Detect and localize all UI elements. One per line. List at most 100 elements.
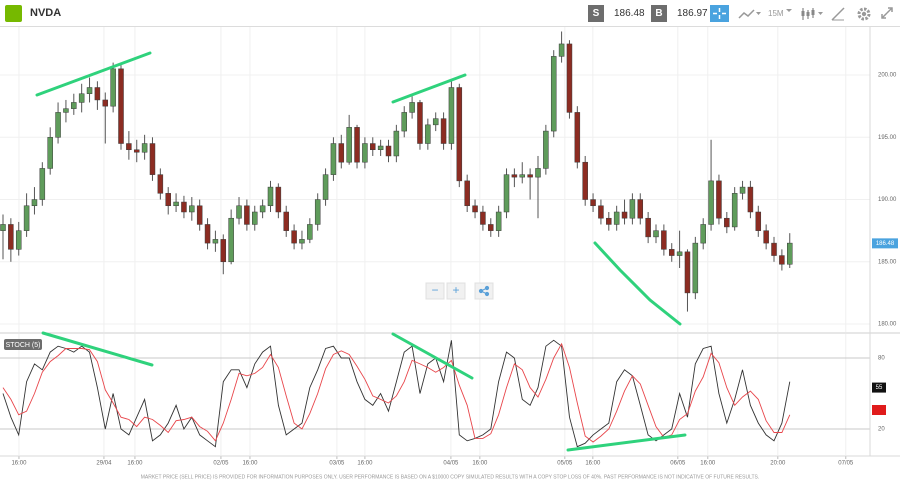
candle-body bbox=[417, 102, 423, 144]
candle-body bbox=[731, 193, 738, 228]
y-tick-label: 80 bbox=[878, 356, 885, 362]
trend-line bbox=[391, 332, 474, 380]
candle-body bbox=[354, 127, 360, 163]
x-tick-label: 16:00 bbox=[242, 461, 258, 467]
candle-body bbox=[676, 251, 683, 256]
trend-lines bbox=[35, 51, 687, 452]
x-tick-label: 16:00 bbox=[700, 461, 716, 467]
candle-body bbox=[346, 127, 352, 163]
y-tick-label: 200.00 bbox=[878, 73, 897, 79]
candle-body bbox=[527, 174, 533, 178]
candle-body bbox=[543, 130, 549, 169]
x-tick-label: 04/05 bbox=[443, 461, 459, 467]
buy-button[interactable]: B bbox=[651, 5, 667, 22]
candle-body bbox=[708, 180, 714, 225]
share-icon bbox=[478, 285, 490, 297]
candle-body bbox=[165, 193, 171, 207]
candle-body bbox=[307, 224, 313, 240]
candle-body bbox=[244, 205, 250, 225]
indicators-button[interactable] bbox=[800, 6, 824, 22]
candle-body bbox=[692, 242, 699, 294]
candle-body bbox=[661, 230, 667, 250]
candle-body bbox=[204, 224, 211, 244]
share-button[interactable] bbox=[474, 282, 494, 300]
candle-body bbox=[189, 205, 195, 213]
candle-body bbox=[110, 68, 116, 107]
sell-price: 186.48 bbox=[614, 8, 645, 19]
candle-body bbox=[472, 205, 478, 213]
candle-body bbox=[385, 145, 392, 157]
candle-body bbox=[779, 255, 785, 265]
trend-line bbox=[35, 51, 152, 97]
candle-body bbox=[668, 249, 675, 256]
candle-body bbox=[684, 251, 691, 294]
candle-body bbox=[338, 143, 345, 163]
buy-price: 186.97 bbox=[677, 8, 708, 19]
last-price-label: 186.48 bbox=[876, 241, 895, 247]
candle-body bbox=[275, 186, 282, 213]
candle-body bbox=[535, 168, 541, 178]
stoch-line bbox=[2, 342, 791, 443]
x-tick-label: 16:00 bbox=[127, 461, 143, 467]
candle-body bbox=[55, 112, 61, 138]
candle-body bbox=[503, 174, 510, 213]
indicator-label-box[interactable] bbox=[4, 339, 42, 350]
x-tick-label: 29/04 bbox=[96, 461, 112, 467]
candle-body bbox=[23, 205, 30, 231]
candle-body bbox=[747, 186, 754, 213]
candle-body bbox=[8, 224, 14, 250]
draw-button[interactable] bbox=[830, 6, 846, 22]
toolbar: NVDA S 186.48 B 186.97 15M bbox=[0, 0, 900, 27]
x-tick-label: 16:00 bbox=[357, 461, 373, 467]
y-tick-label: 195.00 bbox=[878, 135, 897, 141]
candle-body bbox=[94, 87, 101, 101]
trend-line bbox=[566, 433, 687, 452]
candle-body bbox=[724, 217, 730, 228]
candle-body bbox=[464, 180, 470, 207]
candle-body bbox=[409, 102, 415, 113]
zoom-in-button[interactable] bbox=[446, 282, 466, 300]
fullscreen-button[interactable] bbox=[880, 6, 894, 20]
last-value-badge bbox=[872, 382, 886, 393]
candle-body bbox=[47, 137, 53, 169]
last-value-label: 55 bbox=[876, 385, 883, 391]
zoom-out-label: − bbox=[431, 283, 438, 297]
candle-body bbox=[763, 230, 769, 244]
sell-button[interactable]: S bbox=[588, 5, 604, 22]
candle-body bbox=[787, 242, 793, 265]
candle-body bbox=[78, 93, 85, 103]
settings-button[interactable] bbox=[856, 6, 872, 22]
candle-body bbox=[377, 145, 384, 150]
candle-body bbox=[86, 87, 93, 94]
candle-body bbox=[252, 211, 258, 225]
candle-body bbox=[716, 180, 722, 219]
x-tick-label: 16:00 bbox=[11, 461, 27, 467]
y-tick-label: 180.00 bbox=[878, 322, 897, 328]
candle-body bbox=[330, 143, 337, 175]
candle-body bbox=[157, 174, 164, 194]
zoom-out-button[interactable] bbox=[425, 282, 445, 300]
candle-body bbox=[653, 230, 659, 238]
candle-body bbox=[71, 102, 77, 109]
candle-body bbox=[149, 143, 156, 175]
disclaimer: MARKET PRICE (SELL PRICE) IS PROVIDED FO… bbox=[141, 474, 760, 480]
symbol: NVDA bbox=[30, 7, 62, 19]
x-tick-label: 03/05 bbox=[329, 461, 345, 467]
candle-body bbox=[236, 205, 242, 219]
candle-body bbox=[126, 143, 132, 150]
x-tick-label: 07/05 bbox=[838, 461, 854, 467]
candle-body bbox=[401, 112, 407, 132]
candle-body bbox=[582, 161, 588, 200]
timeframe[interactable]: 15M bbox=[768, 9, 784, 18]
x-tick-label: 16:00 bbox=[585, 461, 601, 467]
crosshair-button[interactable] bbox=[710, 5, 729, 22]
candle-body bbox=[755, 211, 762, 231]
plot-area: 16:00 29/04 16:00 02/05 16:00 03/05 16:00 04/05… bbox=[0, 27, 898, 467]
candle-body bbox=[181, 201, 187, 213]
chart-type-button[interactable] bbox=[738, 7, 762, 21]
candle-body bbox=[511, 174, 518, 178]
timeframe-caret bbox=[786, 9, 792, 12]
candle-body bbox=[63, 108, 69, 113]
candle-body bbox=[425, 124, 431, 144]
